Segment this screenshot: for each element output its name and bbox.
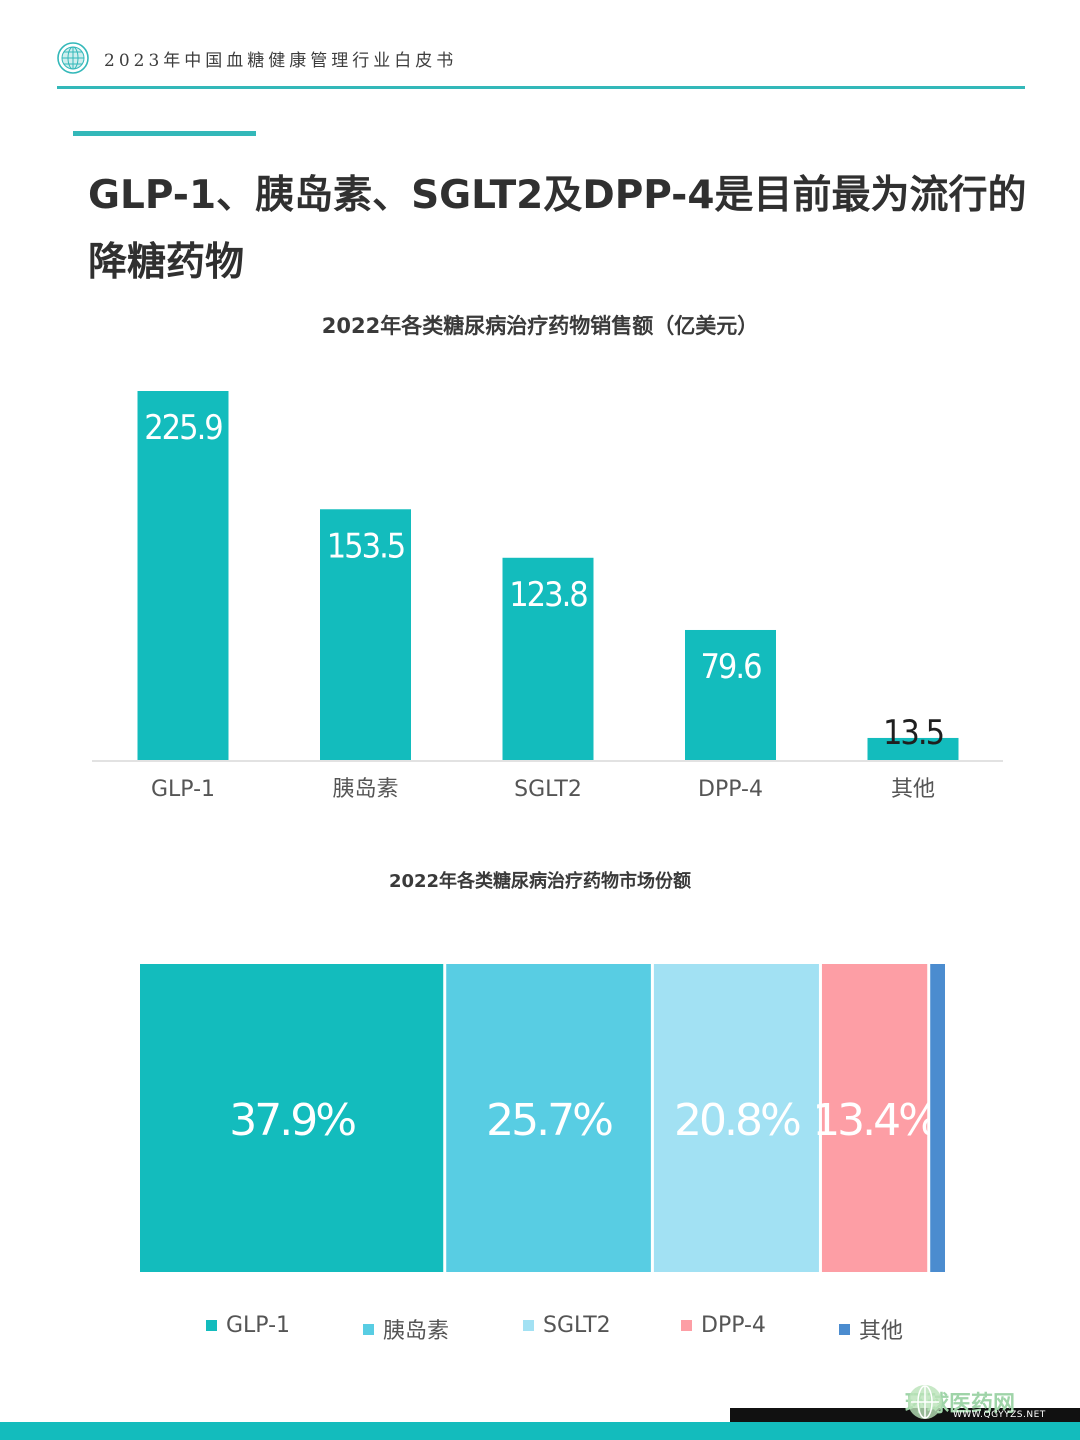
bar-category-label: 其他: [891, 777, 935, 802]
bar-value-label: 153.5: [327, 526, 405, 566]
share-value-label: 25.7%: [486, 1095, 612, 1146]
legend-item: SGLT2: [523, 1313, 611, 1338]
share-value-label: 37.9%: [229, 1095, 355, 1146]
footer-teal-band: [0, 1422, 1080, 1440]
bar-category-label: 胰岛素: [332, 777, 398, 802]
bar-value-label: 13.5: [883, 713, 943, 753]
legend-swatch: [363, 1323, 374, 1335]
bar-3: [685, 629, 776, 760]
legend-item: GLP-1: [206, 1313, 290, 1338]
watermark-globe-icon: [908, 1385, 942, 1419]
share-segment-4: [930, 964, 945, 1272]
legend-label: SGLT2: [543, 1313, 611, 1338]
bar-4: [867, 737, 959, 760]
share-value-label: 13.4%: [812, 1095, 938, 1146]
market-share-chart: 37.9% 25.7% 20.8% 13.4%: [140, 964, 945, 1272]
watermark: 环球医药网 WWW.QGYYZS.NET: [905, 1385, 1045, 1420]
legend-swatch: [839, 1323, 850, 1335]
legend-item: DPP-4: [681, 1313, 766, 1338]
bar-category-label: GLP-1: [151, 777, 215, 802]
legend-swatch: [206, 1320, 217, 1331]
share-chart-title: 2022年各类糖尿病治疗药物市场份额: [388, 871, 692, 892]
footer-black-band: [730, 1408, 1080, 1426]
legend-swatch: [523, 1320, 534, 1331]
legend-label: DPP-4: [701, 1313, 766, 1338]
bar-value-label: 79.6: [700, 647, 761, 687]
legend-label: 其他: [859, 1319, 904, 1344]
share-segment-0: [140, 964, 444, 1272]
bar-category-label: SGLT2: [514, 777, 582, 802]
share-chart-legend: GLP-1 胰岛素 SGLT2 DPP-4 其他: [0, 1313, 1080, 1349]
bar-0: [137, 391, 229, 760]
document-title: 2023年中国血糖健康管理行业白皮书: [104, 51, 458, 71]
legend-item: 胰岛素: [363, 1313, 449, 1345]
legend-label: GLP-1: [226, 1313, 291, 1338]
bar-2: [502, 557, 594, 760]
legend-label: 胰岛素: [383, 1319, 450, 1344]
globe-logo-icon: [57, 42, 89, 74]
share-segment-2: [653, 964, 819, 1272]
legend-swatch: [681, 1320, 692, 1331]
bar-1: [320, 509, 411, 760]
bar-category-label: DPP-4: [698, 777, 763, 802]
bar-value-label: 225.9: [144, 408, 222, 448]
share-value-label: 20.8%: [674, 1095, 800, 1146]
bar-chart-title: 2022年各类糖尿病治疗药物销售额（亿美元）: [321, 314, 759, 338]
share-segment-1: [446, 964, 651, 1272]
share-segment-3: [821, 964, 928, 1272]
section-accent-bar: [73, 131, 256, 136]
legend-item: 其他: [839, 1313, 903, 1345]
header-divider: [57, 86, 1025, 89]
sales-bar-chart: 225.9 GLP-1 153.5 胰岛素 123.8 SGLT2 79.6 DPP-4 13.…: [92, 391, 1003, 802]
bar-value-label: 123.8: [509, 575, 587, 615]
page-headline: GLP-1、胰岛素、SGLT2及DPP-4是目前最为流行的降糖药物: [88, 173, 1027, 285]
watermark-url: WWW.QGYYZS.NET: [953, 1410, 1046, 1420]
